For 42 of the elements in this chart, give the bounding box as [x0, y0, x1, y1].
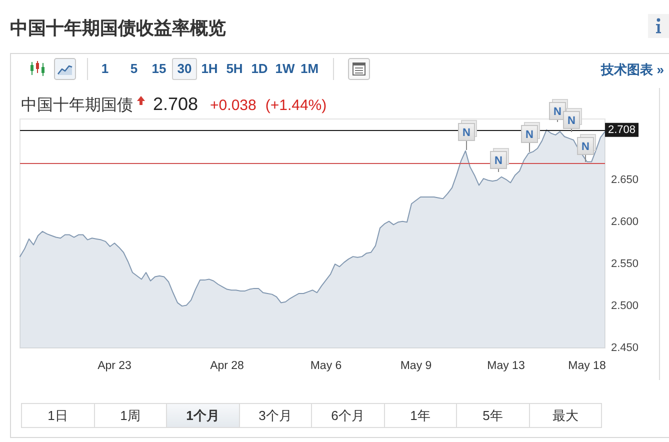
flag-icon: N — [563, 108, 583, 132]
text: 3个月 — [258, 408, 292, 423]
x-tick-label: May 13 — [487, 360, 525, 372]
text: 1W — [275, 61, 295, 76]
text: 2.708 — [153, 94, 198, 115]
ref-line-label: 2.708 — [608, 124, 636, 136]
x-tick-label: May 18 — [568, 360, 606, 372]
text: 1日 — [48, 408, 68, 423]
flag-icon: N — [490, 148, 510, 172]
text: 1周 — [120, 408, 140, 423]
annotation: N — [462, 127, 470, 139]
text: 1D — [251, 61, 268, 76]
y-tick-label: 2.650 — [611, 174, 639, 186]
text: 1M — [300, 61, 319, 76]
x-tick-label: May 6 — [310, 360, 342, 372]
annotation: N — [526, 129, 534, 141]
x-tick-label: Apr 23 — [98, 360, 132, 372]
text: 1个月 — [186, 408, 220, 423]
text: 1年 — [410, 408, 430, 423]
text: 1 — [101, 61, 109, 76]
annotation: N — [568, 115, 576, 127]
chart-subtitle: 中国十年期国债 — [21, 96, 133, 116]
x-tick-label: Apr 28 — [210, 360, 244, 372]
y-tick-label: 2.450 — [611, 342, 639, 354]
y-tick-label: 2.550 — [611, 258, 639, 270]
text: 5 — [130, 61, 138, 76]
annotation: N — [494, 155, 502, 167]
annotation: N — [582, 141, 590, 153]
text: +0.038 — [210, 97, 256, 114]
text: 1H — [201, 61, 218, 76]
text: 技术图表 » — [601, 62, 664, 77]
y-tick-label: 2.600 — [611, 216, 639, 228]
text: 5年 — [482, 408, 503, 423]
x-tick-label: May 9 — [400, 360, 432, 372]
text: 15 — [152, 61, 166, 76]
y-tick-label: 2.500 — [611, 300, 639, 312]
text: 最大 — [552, 408, 578, 423]
text: 5H — [226, 61, 243, 76]
text: 6个月 — [331, 408, 364, 423]
text: (+1.44%) — [265, 97, 327, 114]
chart-title: 中国十年期国债收益率概览 — [10, 17, 226, 40]
text: 30 — [177, 61, 192, 76]
